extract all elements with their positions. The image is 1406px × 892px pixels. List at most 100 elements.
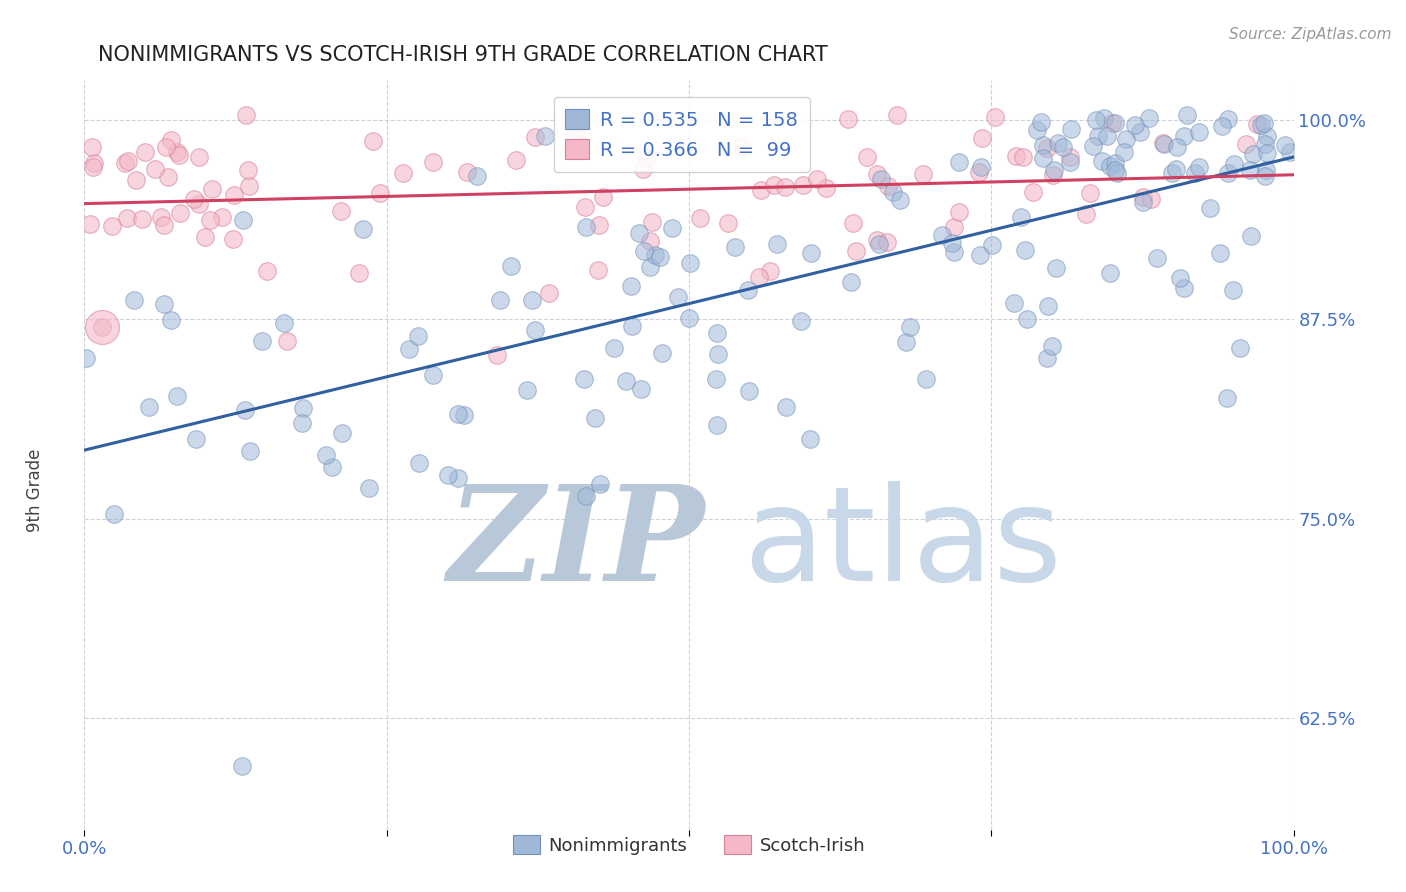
Point [456, 165, 478, 179]
Point [865, 233, 887, 247]
Point [236, 163, 259, 178]
Point [603, 341, 626, 355]
Point [679, 256, 702, 270]
Point [134, 145, 156, 159]
Point [886, 108, 908, 122]
Point [160, 313, 183, 327]
Point [183, 192, 205, 206]
Point [1129, 125, 1152, 139]
Point [648, 250, 671, 264]
Point [894, 334, 917, 349]
Point [1223, 157, 1246, 171]
Point [592, 190, 614, 204]
Point [392, 166, 415, 180]
Point [1060, 122, 1083, 136]
Point [80, 140, 103, 154]
Point [291, 416, 314, 430]
Point [868, 236, 890, 251]
Point [948, 155, 970, 169]
Point [572, 372, 595, 386]
Point [537, 285, 560, 300]
Point [1104, 156, 1126, 170]
Point [806, 172, 828, 186]
Point [814, 181, 837, 195]
Point [114, 156, 136, 170]
Point [704, 372, 727, 386]
Point [759, 263, 782, 277]
Point [1246, 117, 1268, 131]
Point [276, 334, 298, 348]
Point [640, 215, 662, 229]
Point [422, 154, 444, 169]
Point [984, 110, 1007, 124]
Point [941, 235, 963, 250]
Point [184, 432, 207, 446]
Point [666, 290, 689, 304]
Point [889, 193, 911, 207]
Point [773, 180, 796, 194]
Point [153, 297, 176, 311]
Point [1173, 129, 1195, 144]
Point [406, 328, 429, 343]
Point [291, 401, 314, 415]
Point [943, 244, 966, 259]
Point [256, 264, 278, 278]
Point [1104, 163, 1126, 178]
Point [131, 211, 153, 226]
Point [150, 211, 173, 225]
Point [1278, 145, 1301, 160]
Point [575, 489, 598, 503]
Point [222, 232, 245, 246]
Point [661, 220, 683, 235]
Point [422, 368, 444, 383]
Point [706, 417, 728, 432]
Point [630, 383, 652, 397]
Point [187, 196, 209, 211]
Point [970, 160, 993, 174]
Point [565, 123, 588, 137]
Point [103, 507, 125, 521]
Point [1032, 138, 1054, 153]
Point [524, 130, 547, 145]
Point [731, 139, 754, 153]
Point [1188, 125, 1211, 139]
Point [1040, 339, 1063, 353]
Point [799, 432, 821, 446]
Point [1140, 192, 1163, 206]
Point [523, 323, 546, 337]
Point [143, 161, 166, 176]
Point [1059, 154, 1081, 169]
Point [1253, 116, 1275, 130]
Point [522, 293, 544, 308]
Point [447, 407, 470, 421]
Point [856, 150, 879, 164]
Point [1173, 280, 1195, 294]
Text: 9th Grade: 9th Grade [27, 449, 44, 533]
Point [620, 318, 643, 333]
Point [969, 247, 991, 261]
Point [876, 179, 898, 194]
Point [1153, 136, 1175, 151]
Point [398, 343, 420, 357]
Point [943, 220, 966, 235]
Point [235, 403, 257, 417]
Point [1002, 296, 1025, 310]
Point [1074, 207, 1097, 221]
Point [640, 234, 662, 248]
Point [352, 222, 374, 236]
Point [187, 150, 209, 164]
Point [79, 217, 101, 231]
Point [634, 152, 657, 166]
Point [1222, 283, 1244, 297]
Point [1166, 140, 1188, 154]
Point [707, 347, 730, 361]
Point [915, 371, 938, 385]
Point [1175, 108, 1198, 122]
Point [898, 320, 921, 334]
Point [866, 167, 889, 181]
Point [749, 183, 772, 197]
Point [631, 162, 654, 177]
Point [1017, 311, 1039, 326]
Point [1052, 140, 1074, 154]
Point [239, 443, 262, 458]
